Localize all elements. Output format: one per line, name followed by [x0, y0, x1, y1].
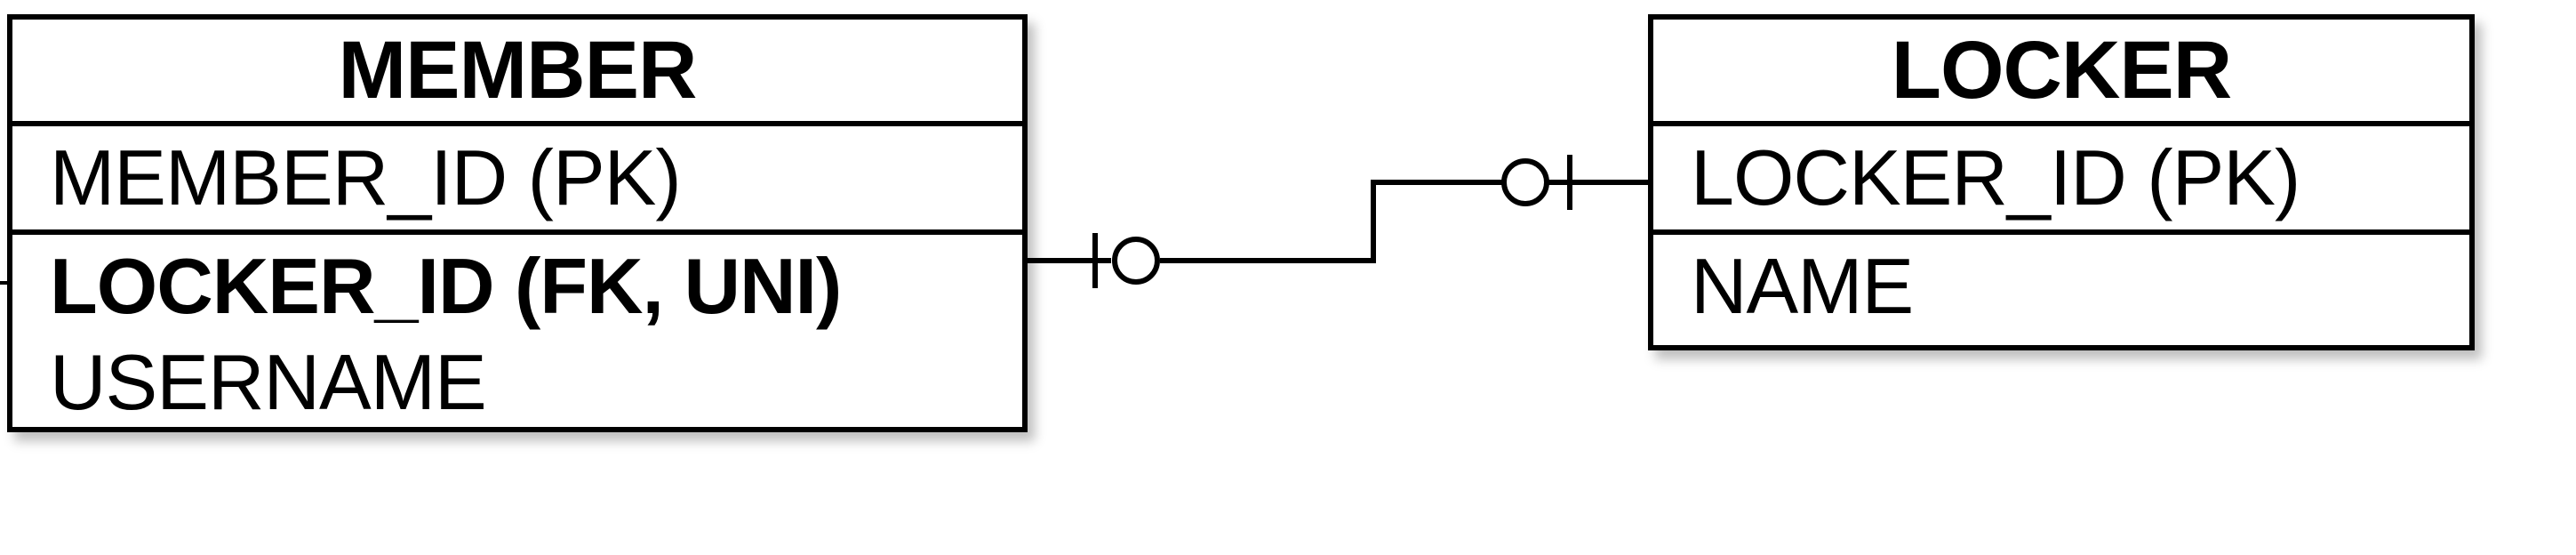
- member-end-zero-circle: [1112, 237, 1160, 285]
- member-attributes-section: LOCKER_ID (FK, UNI) USERNAME: [12, 235, 1022, 427]
- locker-entity: LOCKER LOCKER_ID (PK) NAME: [1648, 14, 2475, 350]
- locker-name-field: NAME: [1691, 242, 1914, 330]
- member-pk-section: MEMBER_ID (PK): [12, 126, 1022, 235]
- locker-id-field: LOCKER_ID (PK): [1691, 133, 2300, 221]
- locker-entity-title: LOCKER: [1653, 20, 2469, 126]
- member-entity: MEMBER MEMBER_ID (PK) LOCKER_ID (FK, UNI…: [7, 14, 1028, 432]
- member-entity-title: MEMBER: [12, 20, 1022, 126]
- locker-end-zero-circle: [1501, 158, 1549, 206]
- member-id-field: MEMBER_ID (PK): [50, 133, 682, 221]
- locker-attributes-section: NAME: [1653, 235, 2469, 338]
- locker-pk-section: LOCKER_ID (PK): [1653, 126, 2469, 235]
- member-username-field: USERNAME: [50, 338, 487, 426]
- member-locker-id-field: LOCKER_ID (FK, UNI): [50, 242, 842, 330]
